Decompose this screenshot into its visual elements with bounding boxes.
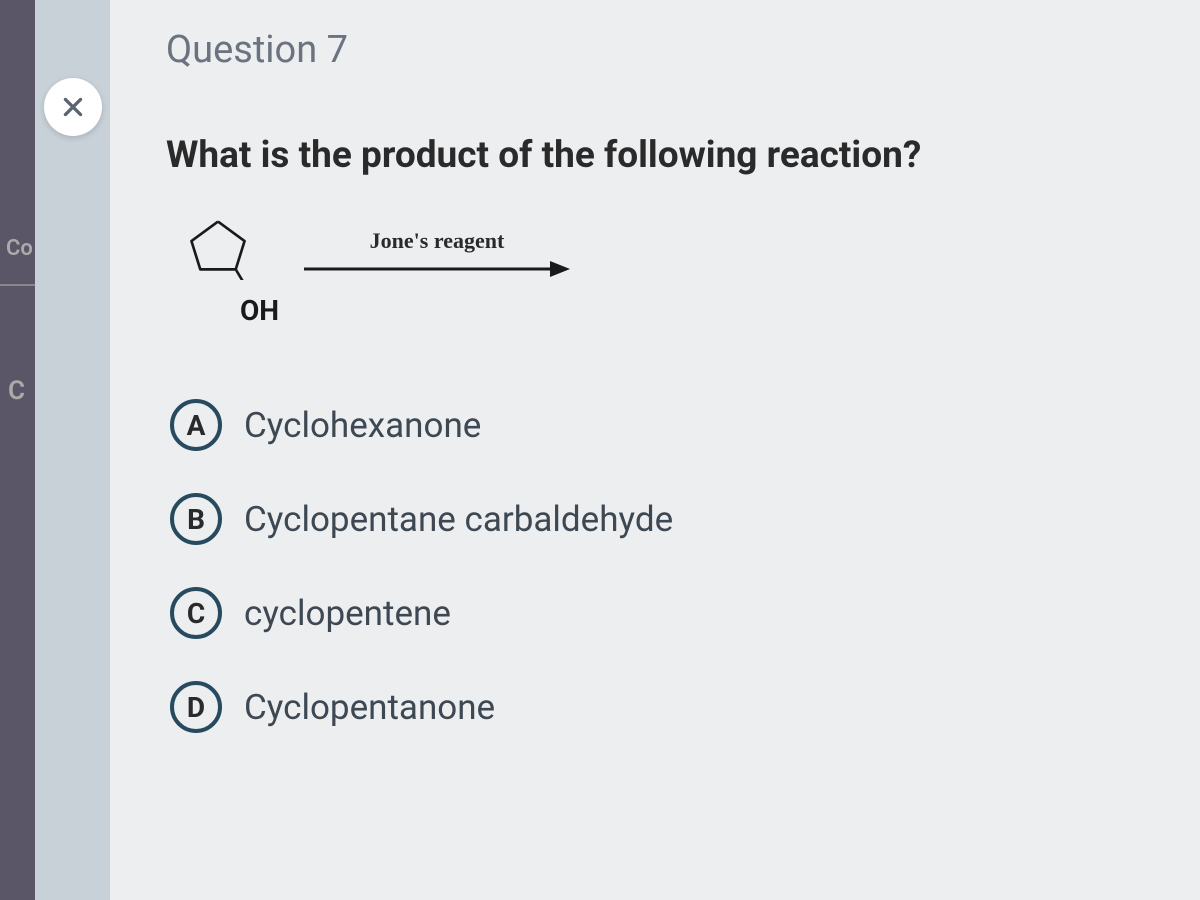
- question-prompt: What is the product of the following rea…: [166, 134, 1144, 177]
- choice-b[interactable]: B Cyclopentane carbaldehyde: [170, 493, 1144, 545]
- reaction-arrow-group: Jone's reagent: [302, 228, 572, 280]
- choice-letter-badge: A: [170, 399, 222, 451]
- choice-d[interactable]: D Cyclopentanone: [170, 681, 1144, 733]
- close-icon: [60, 94, 86, 120]
- hydroxyl-label: OH: [240, 294, 279, 327]
- choice-c[interactable]: C cyclopentene: [170, 587, 1144, 639]
- choice-text: Cyclopentanone: [244, 687, 495, 728]
- close-button[interactable]: [44, 78, 102, 136]
- cyclopentane-ring-icon: [184, 218, 252, 280]
- choice-letter-badge: B: [170, 493, 222, 545]
- choice-text: Cyclohexanone: [244, 405, 481, 446]
- reactant-molecule: OH: [180, 216, 280, 336]
- choice-letter-badge: C: [170, 587, 222, 639]
- question-number-title: Question 7: [166, 28, 1144, 72]
- left-sidebar-edge: Co C: [0, 0, 35, 900]
- choice-text: cyclopentene: [244, 593, 451, 634]
- sidebar-marker-co: Co: [6, 236, 33, 261]
- sidebar-divider: [0, 284, 35, 286]
- choice-text: Cyclopentane carbaldehyde: [244, 499, 673, 540]
- reaction-arrow-icon: [302, 258, 572, 280]
- reaction-diagram: OH Jone's reagent: [180, 211, 1144, 341]
- question-card: Question 7 What is the product of the fo…: [110, 0, 1200, 900]
- choice-letter-badge: D: [170, 681, 222, 733]
- sidebar-marker-c: C: [8, 376, 25, 406]
- answer-choices: A Cyclohexanone B Cyclopentane carbaldeh…: [170, 399, 1144, 733]
- choice-a[interactable]: A Cyclohexanone: [170, 399, 1144, 451]
- reagent-label: Jone's reagent: [370, 228, 505, 254]
